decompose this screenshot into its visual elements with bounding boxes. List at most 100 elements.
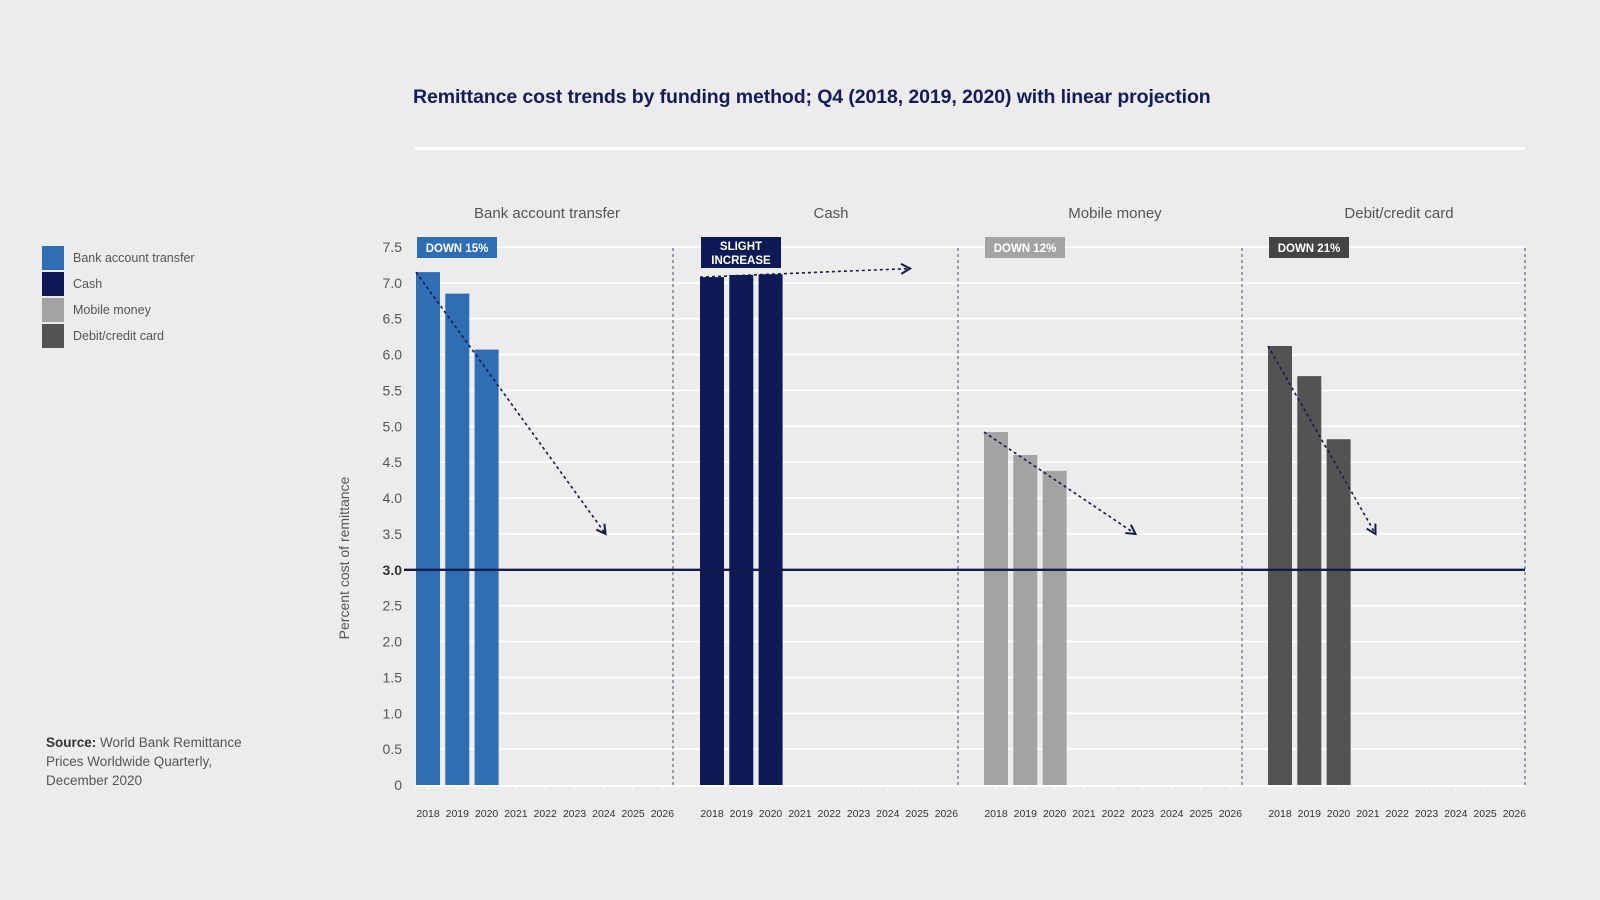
x-tick-label-3-8: 2026 — [1503, 808, 1527, 820]
x-tick-label-3-7: 2025 — [1473, 808, 1497, 820]
bar-1-2019 — [729, 274, 754, 785]
source-label: Source: — [46, 735, 97, 750]
y-tick-label-13: 6.5 — [383, 311, 403, 327]
x-tick-label-3-3: 2021 — [1356, 808, 1380, 820]
legend-label-mobile: Mobile money — [73, 303, 151, 317]
bar-3-2018 — [1268, 345, 1292, 785]
badge-2 — [985, 237, 1065, 258]
x-tick-label-1-0: 2018 — [700, 808, 724, 820]
y-tick-label-14: 7.0 — [383, 275, 403, 291]
legend-swatch-cash — [42, 272, 64, 296]
y-tick-label-6: 3.0 — [383, 562, 403, 578]
panel-title-1: Cash — [813, 205, 848, 222]
y-tick-label-11: 5.5 — [383, 382, 403, 398]
x-tick-label-1-6: 2024 — [876, 808, 900, 820]
x-tick-label-0-8: 2026 — [651, 808, 675, 820]
x-tick-label-0-1: 2019 — [446, 808, 470, 820]
y-tick-label-10: 5.0 — [383, 418, 403, 434]
x-tick-label-2-5: 2023 — [1131, 808, 1155, 820]
x-tick-label-3-4: 2022 — [1386, 808, 1410, 820]
x-tick-label-1-2: 2020 — [759, 808, 783, 820]
x-tick-label-0-6: 2024 — [592, 808, 616, 820]
y-tick-label-9: 4.5 — [383, 454, 403, 470]
y-tick-label-12: 6.0 — [383, 347, 403, 363]
title-divider — [415, 147, 1525, 150]
y-axis-label: Percent cost of remittance — [336, 476, 352, 639]
legend-swatch-card — [42, 324, 64, 348]
legend: Bank account transfer Cash Mobile money … — [42, 245, 195, 349]
bar-0-2020 — [474, 349, 499, 785]
bar-2-2018 — [984, 432, 1008, 785]
badge-3 — [1269, 237, 1349, 258]
x-tick-label-0-4: 2022 — [534, 808, 558, 820]
bar-2-2020 — [1042, 470, 1067, 785]
x-tick-label-0-0: 2018 — [416, 808, 440, 820]
legend-label-card: Debit/credit card — [73, 329, 165, 343]
x-tick-label-3-0: 2018 — [1268, 808, 1292, 820]
source-text: World Bank Remittance Prices Worldwide Q… — [46, 735, 242, 788]
legend-swatch-mobile — [42, 298, 64, 322]
source-note: Source: World Bank Remittance Prices Wor… — [46, 733, 266, 790]
y-tick-label-2: 1.0 — [383, 705, 403, 721]
chart-title: Remittance cost trends by funding method… — [413, 86, 1211, 108]
panel-title-0: Bank account transfer — [474, 205, 620, 222]
x-tick-label-3-2: 2020 — [1327, 808, 1351, 820]
x-tick-label-2-0: 2018 — [984, 808, 1008, 820]
x-tick-label-2-2: 2020 — [1043, 808, 1067, 820]
bar-0-2019 — [445, 293, 470, 785]
legend-item-mobile: Mobile money — [42, 297, 195, 323]
x-tick-label-1-5: 2023 — [847, 808, 871, 820]
y-tick-label-0: 0 — [394, 777, 402, 793]
bar-1-2018 — [700, 277, 724, 785]
bar-3-2020 — [1326, 439, 1351, 785]
x-tick-label-0-2: 2020 — [475, 808, 499, 820]
x-tick-label-3-5: 2023 — [1415, 808, 1439, 820]
y-tick-label-4: 2.0 — [383, 634, 403, 650]
projection-arrow-1 — [699, 269, 910, 278]
x-tick-label-0-7: 2025 — [621, 808, 645, 820]
badge-label-2: DOWN 12% — [994, 243, 1057, 255]
badge-label-3: DOWN 21% — [1278, 243, 1341, 255]
badge-label-0: DOWN 15% — [426, 243, 489, 255]
x-tick-label-3-6: 2024 — [1444, 808, 1468, 820]
x-tick-label-2-7: 2025 — [1189, 808, 1213, 820]
projection-arrow-0 — [415, 271, 606, 534]
bar-3-2019 — [1297, 376, 1322, 785]
x-tick-label-2-1: 2019 — [1014, 808, 1038, 820]
x-tick-label-2-3: 2021 — [1072, 808, 1096, 820]
x-tick-label-2-8: 2026 — [1219, 808, 1243, 820]
x-tick-label-1-7: 2025 — [905, 808, 929, 820]
panel-title-2: Mobile money — [1068, 205, 1162, 222]
x-tick-label-1-8: 2026 — [935, 808, 959, 820]
legend-item-cash: Cash — [42, 271, 195, 297]
y-tick-label-8: 4.0 — [383, 490, 403, 506]
x-tick-label-0-3: 2021 — [504, 808, 528, 820]
x-tick-label-0-5: 2023 — [563, 808, 587, 820]
x-tick-label-1-3: 2021 — [788, 808, 812, 820]
legend-swatch-bank — [42, 246, 64, 270]
x-tick-label-2-6: 2024 — [1160, 808, 1184, 820]
projection-arrow-2 — [983, 431, 1136, 534]
legend-label-bank: Bank account transfer — [73, 251, 195, 265]
x-tick-label-1-4: 2022 — [818, 808, 842, 820]
bar-1-2020 — [758, 274, 783, 785]
legend-item-card: Debit/credit card — [42, 323, 195, 349]
bar-0-2018 — [416, 272, 440, 785]
y-tick-label-15: 7.5 — [383, 239, 403, 255]
y-tick-label-3: 1.5 — [383, 669, 403, 685]
x-tick-label-1-1: 2019 — [730, 808, 754, 820]
y-tick-label-7: 3.5 — [383, 526, 403, 542]
badge-1 — [701, 237, 781, 268]
legend-label-cash: Cash — [73, 277, 103, 291]
bar-2-2019 — [1013, 455, 1038, 785]
x-tick-label-3-1: 2019 — [1298, 808, 1322, 820]
y-tick-label-1: 0.5 — [383, 741, 403, 757]
projection-arrow-3 — [1267, 345, 1376, 534]
x-tick-label-2-4: 2022 — [1102, 808, 1126, 820]
badge-label-1: SLIGHT INCREASE — [711, 241, 771, 267]
legend-item-bank: Bank account transfer — [42, 245, 195, 271]
badge-0 — [417, 237, 497, 258]
panel-title-3: Debit/credit card — [1344, 205, 1453, 222]
y-tick-label-5: 2.5 — [383, 598, 403, 614]
